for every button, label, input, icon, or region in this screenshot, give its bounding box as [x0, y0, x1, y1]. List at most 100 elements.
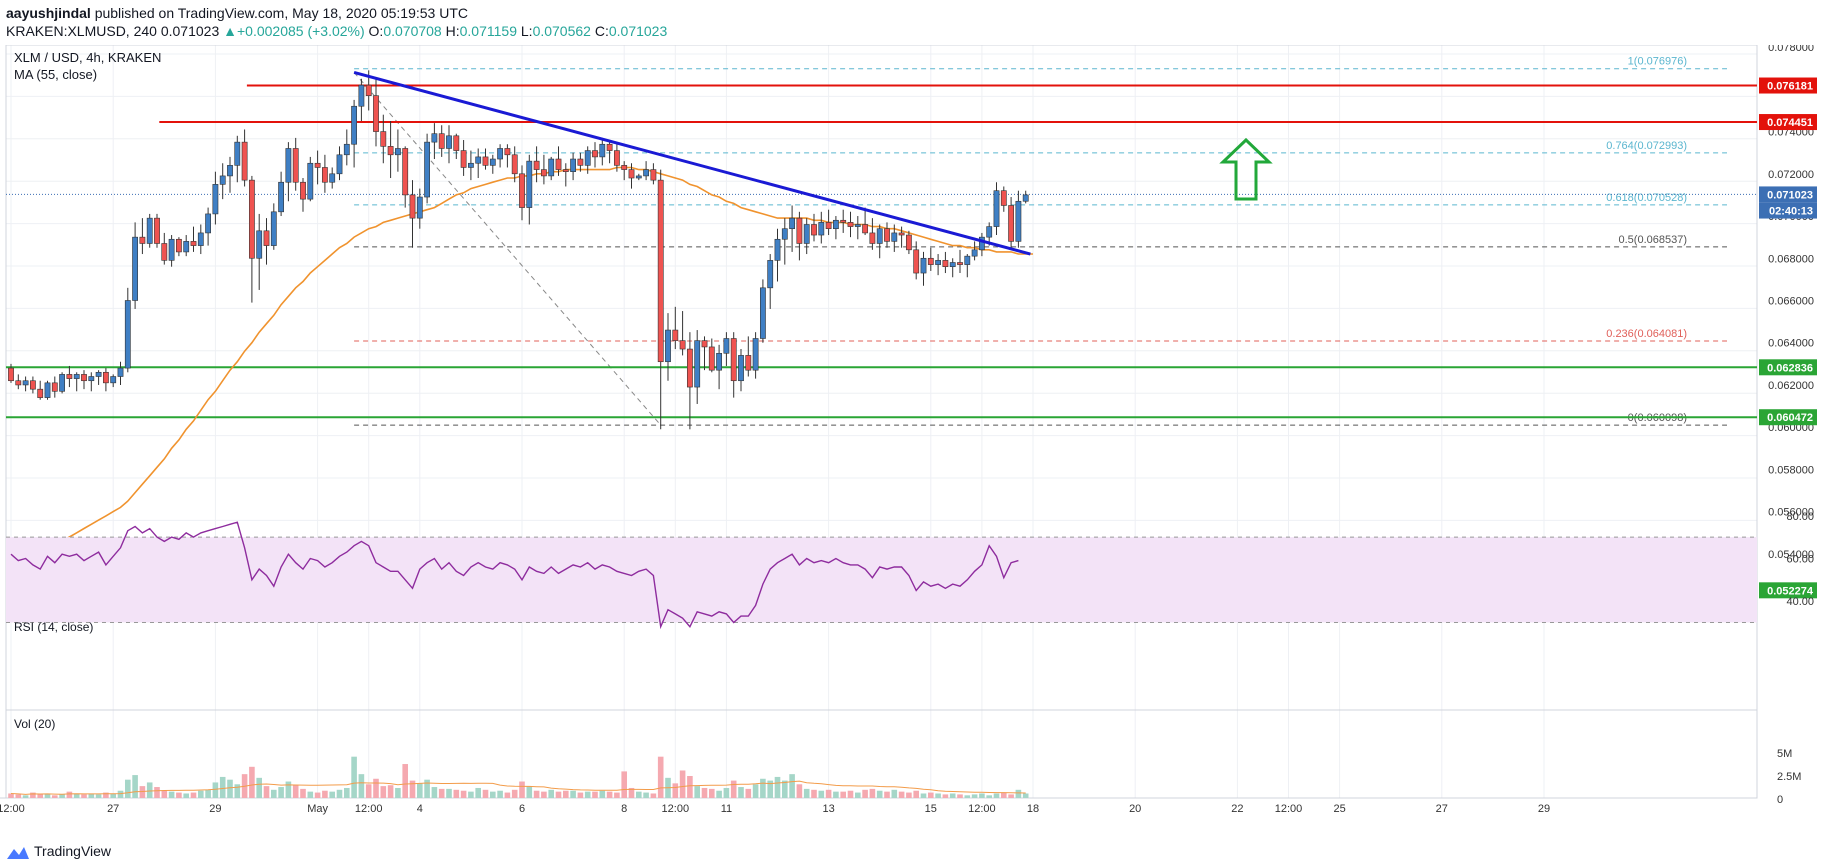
volume-bar — [95, 794, 102, 798]
volume-bar — [103, 792, 109, 798]
candle-body — [548, 158, 555, 177]
volume-bar — [548, 789, 554, 798]
volume-bar — [541, 791, 547, 798]
volume-bar — [650, 793, 657, 798]
volume-bar — [687, 776, 693, 798]
volume-bar — [249, 766, 255, 798]
rsi-tick-label: 80.00 — [1786, 511, 1814, 523]
candle-body — [15, 380, 22, 386]
candle-body — [949, 262, 956, 268]
volume-bar — [227, 779, 233, 798]
volume-bar — [475, 787, 481, 798]
volume-bar — [862, 789, 868, 798]
candle-body — [139, 236, 146, 244]
volume-bar — [387, 785, 394, 798]
price-tick-label: 0.056000 — [1768, 507, 1814, 519]
candle-body — [555, 158, 562, 170]
fib-level-label: 1(0.076976) — [1628, 56, 1687, 68]
publish-info: aayushjindal published on TradingView.co… — [6, 4, 468, 23]
candle-body — [394, 148, 401, 156]
candle-body — [132, 236, 138, 301]
candle-body — [738, 355, 744, 382]
candle-body — [701, 340, 708, 348]
fib-level-label: 0.5(0.068537) — [1619, 234, 1688, 246]
volume-bar — [351, 756, 357, 798]
candle-body — [497, 148, 503, 160]
resistance-price-tag: 0.074451 — [1759, 114, 1817, 131]
candle-body — [657, 179, 664, 363]
volume-bar — [278, 787, 284, 798]
volume-bar — [81, 794, 87, 798]
candle-body — [533, 160, 540, 170]
resistance-price-tag-bg — [1759, 77, 1817, 94]
time-tick-label: 4 — [417, 803, 423, 815]
volume-bar — [563, 790, 569, 798]
volume-bar — [300, 788, 306, 798]
time-tick-label: 27 — [107, 803, 119, 815]
volume-bar — [716, 790, 722, 798]
symbol-label: KRAKEN:XLMUSD, 240 — [6, 23, 157, 39]
candle-body — [811, 224, 817, 236]
price-change: +0.002085 (+3.02%) — [237, 23, 365, 39]
candle-body — [752, 338, 759, 371]
candle-body — [672, 329, 679, 341]
volume-bar — [190, 792, 197, 798]
price-tick-label: 0.062000 — [1768, 380, 1814, 392]
volume-bar — [322, 790, 328, 798]
volume-bar — [30, 792, 36, 798]
brand-name[interactable]: TradingView — [34, 843, 112, 859]
candle-body — [409, 194, 416, 219]
volume-bar — [373, 778, 379, 798]
candle-body — [789, 217, 795, 230]
open-value: 0.070708 — [383, 23, 442, 39]
candle-body — [51, 382, 58, 392]
volume-bar — [52, 795, 58, 798]
volume-bar — [1001, 792, 1007, 798]
support-price-tag: 0.060472 — [1759, 409, 1817, 426]
volume-bar — [256, 777, 262, 798]
volume-bar — [964, 795, 971, 798]
candle-body — [759, 287, 766, 339]
volume-tick-label: 0 — [1777, 794, 1783, 806]
volume-bar — [468, 791, 474, 798]
volume-bar — [636, 791, 642, 798]
fib-level-label: 0.618(0.070528) — [1606, 192, 1687, 204]
candle-body — [716, 352, 722, 371]
volume-bar — [139, 786, 146, 798]
rsi-band — [6, 537, 1757, 623]
volume-bar — [672, 783, 679, 798]
candle-body — [460, 150, 467, 168]
candle-body — [913, 249, 920, 274]
rsi-line — [10, 521, 1019, 630]
rsi-legend: RSI (14, close) — [14, 620, 93, 634]
volume-bar — [1022, 793, 1029, 798]
candle-body — [628, 169, 635, 179]
candle-body — [876, 228, 883, 244]
volume-bar — [168, 791, 175, 798]
time-tick-label: 12:00 — [355, 803, 383, 815]
volume-bar — [730, 780, 737, 798]
volume-legend: Vol (20) — [14, 717, 55, 731]
candle-body — [978, 236, 985, 251]
candle-body — [803, 224, 810, 244]
candle-body — [526, 160, 533, 208]
author-name[interactable]: aayushjindal — [6, 5, 91, 21]
candle-body — [365, 84, 372, 96]
footer: TradingView — [0, 838, 1828, 868]
volume-bar — [957, 794, 963, 798]
candle-body — [686, 348, 693, 388]
time-tick-label: 12:00 — [0, 803, 25, 815]
candle-body — [278, 181, 284, 213]
volume-bar — [803, 788, 810, 798]
candle-body — [891, 232, 898, 242]
volume-bar — [409, 780, 416, 798]
candle-body — [606, 143, 613, 151]
candle-body — [212, 184, 219, 215]
price-chart[interactable]: 1(0.076976) 0.764(0.072993) 0.618(0.070528… — [0, 45, 1828, 838]
candle-body — [205, 213, 211, 234]
volume-bar — [125, 779, 131, 798]
candle-body — [504, 148, 511, 156]
candle-body — [285, 148, 292, 183]
candle-body — [650, 169, 657, 181]
resistance-price-tag-text: 0.074451 — [1767, 117, 1813, 129]
